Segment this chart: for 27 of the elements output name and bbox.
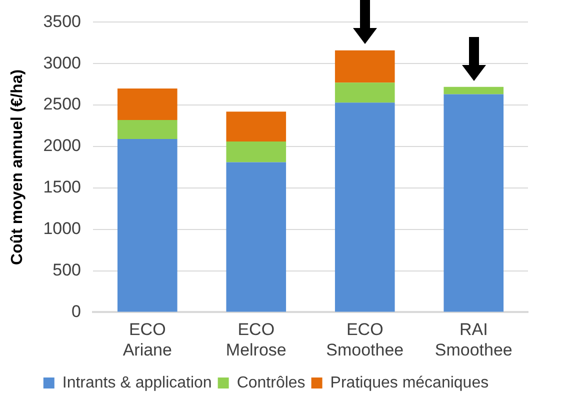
bar (117, 139, 178, 312)
y-tick-label: 1500 (43, 178, 82, 197)
y-tick-label: 2000 (43, 136, 82, 156)
bar (334, 50, 395, 83)
bar (444, 86, 504, 94)
bar (334, 102, 395, 312)
bar (444, 94, 504, 312)
x-tick-label: RAI Smoothee (434, 320, 512, 360)
y-tick-label: 500 (52, 260, 82, 280)
bar (226, 142, 286, 162)
bar (226, 162, 286, 312)
legend-label: Intrants & application (62, 374, 212, 392)
x-tick-label: ECO Smoothee (326, 320, 404, 360)
legend-label: Pratiques mécaniques (330, 374, 489, 392)
y-tick-label: 0 (72, 302, 82, 321)
bar (117, 120, 178, 140)
y-tick-label: 3000 (43, 53, 82, 72)
x-tick-label: ECO Melrose (226, 320, 286, 360)
bar (117, 88, 178, 120)
y-tick-label: 1000 (43, 219, 82, 238)
y-tick-label: 2500 (43, 94, 82, 114)
y-axis-title: Coût moyen annuel (€/ha) (9, 69, 26, 265)
y-tick-label: 3500 (43, 12, 82, 31)
x-tick-label: ECO Ariane (122, 320, 172, 360)
bar (334, 82, 395, 103)
legend-label: Contrôles (236, 374, 306, 392)
bar (226, 112, 286, 142)
